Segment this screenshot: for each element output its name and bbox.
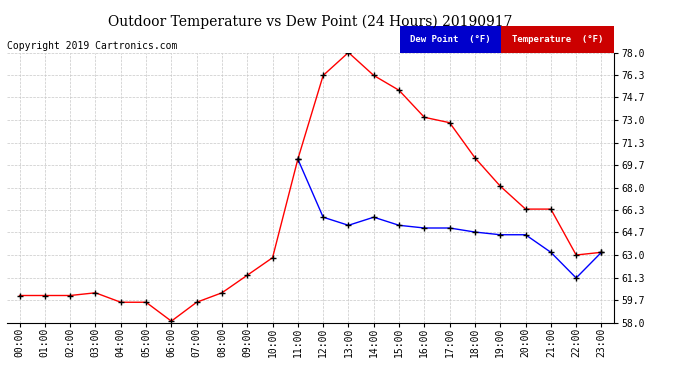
Text: Copyright 2019 Cartronics.com: Copyright 2019 Cartronics.com xyxy=(7,41,177,51)
Bar xyxy=(501,26,614,53)
Text: Temperature  (°F): Temperature (°F) xyxy=(512,35,603,44)
Text: Outdoor Temperature vs Dew Point (24 Hours) 20190917: Outdoor Temperature vs Dew Point (24 Hou… xyxy=(108,15,513,29)
Text: Dew Point  (°F): Dew Point (°F) xyxy=(410,35,491,44)
Bar xyxy=(400,26,501,53)
